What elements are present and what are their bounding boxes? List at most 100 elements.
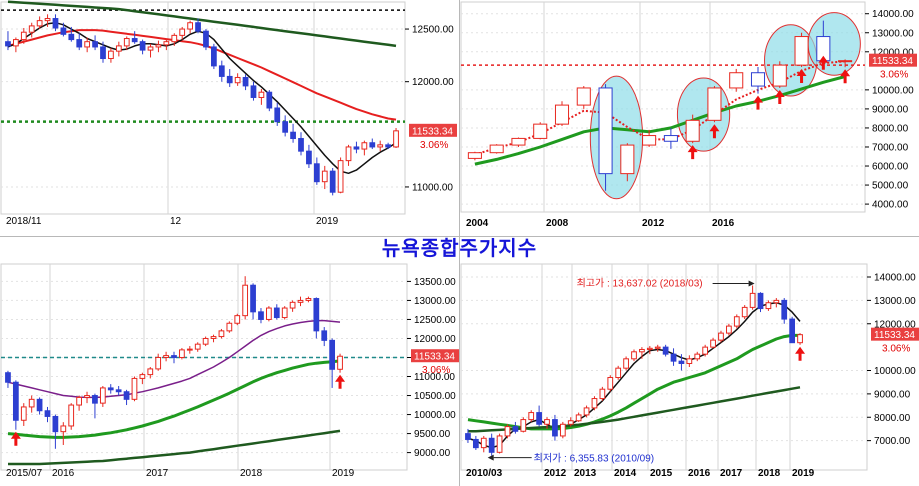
candle-body: [642, 135, 657, 146]
x-tick-label: 12: [170, 216, 182, 227]
candle-body: [250, 284, 256, 313]
candle-body: [273, 307, 280, 319]
buy-arrow-icon: [818, 55, 829, 70]
candle-body: [297, 299, 304, 303]
buy-arrow-icon: [795, 346, 806, 361]
moving-average-line: [7, 29, 397, 121]
price-tag-box: [411, 349, 459, 363]
candle-body: [131, 38, 138, 43]
candle-body: [559, 423, 566, 437]
candle-body: [718, 332, 724, 341]
candle-body: [155, 356, 162, 370]
buy-arrow-icon: [709, 124, 720, 139]
candle-body: [84, 41, 91, 48]
x-tick-label: 2015: [650, 468, 673, 479]
candle-body: [28, 25, 35, 33]
candle-body: [163, 41, 170, 46]
y-tick-label: 12500.00: [412, 25, 454, 36]
x-tick-label: 2018: [240, 468, 263, 479]
x-tick-label: 2017: [146, 468, 169, 479]
candle-body: [68, 404, 75, 427]
candle-body: [84, 395, 90, 398]
candle-body: [20, 31, 27, 41]
candle-body: [123, 38, 130, 47]
x-tick-label: 2016: [688, 468, 711, 479]
candle-body: [92, 395, 98, 404]
candle-body: [163, 355, 169, 358]
y-tick-label: 12000.00: [412, 77, 454, 88]
candle-body: [99, 387, 106, 404]
candle-body: [385, 144, 391, 148]
candle-body: [773, 299, 780, 304]
horizontal-divider: [0, 236, 919, 237]
buy-arrow-icon: [687, 145, 698, 160]
candle-body: [733, 316, 740, 327]
candle-body: [123, 391, 130, 400]
candle-body: [607, 377, 614, 390]
candle-body: [504, 426, 511, 437]
candle-body: [187, 22, 193, 30]
candle-body: [623, 358, 629, 369]
candle-body: [361, 142, 368, 150]
x-tick-label: 2012: [642, 218, 665, 229]
x-tick-label: 2016: [52, 468, 75, 479]
y-tick-label: 9000.00: [874, 389, 911, 400]
y-tick-label: 10000.00: [872, 85, 914, 96]
x-tick-label: 2004: [466, 218, 489, 229]
high-annotation: 최고가 : 13,637.02 (2018/03): [577, 277, 703, 289]
x-tick-label: 2013: [574, 468, 597, 479]
x-tick-label: 2018: [758, 468, 781, 479]
candle-body: [274, 107, 281, 123]
candle-body: [13, 39, 19, 47]
candle-body: [678, 360, 685, 364]
candle-body: [211, 46, 217, 67]
candle-body: [203, 30, 209, 48]
candle-body: [108, 50, 114, 60]
candle-body: [234, 315, 241, 324]
y-tick-label: 11000.00: [412, 182, 453, 193]
y-tick-label: 5000.00: [872, 181, 909, 192]
daily-chart-panel: 12500.00 12000.00 11000.00 11533.34 3.06% 201…: [0, 0, 459, 232]
x-tick-label: 2015/07: [6, 468, 43, 479]
price-tag-label: 11533.34: [414, 352, 455, 363]
candle-body: [472, 438, 479, 449]
y-tick-label: 12500.00: [414, 315, 456, 326]
y-tick-label: 10000.00: [874, 366, 916, 377]
candle-body: [281, 307, 288, 319]
candle-body: [179, 349, 185, 358]
buy-arrow-icon: [840, 69, 851, 84]
y-tick-label: 8000.00: [874, 413, 911, 424]
candle-body: [591, 398, 598, 409]
vertical-divider: [459, 0, 460, 486]
candle-body: [321, 170, 328, 183]
x-tick-label: 2019: [792, 468, 815, 479]
y-tick-label: 12000.00: [414, 334, 456, 345]
candle-body: [533, 123, 548, 139]
candle-body: [496, 435, 503, 453]
candle-body: [179, 28, 186, 36]
y-tick-label: 4000.00: [872, 200, 909, 211]
candle-body: [28, 398, 35, 408]
candle-body: [139, 374, 146, 379]
price-tag-box: [871, 327, 919, 341]
candle-body: [567, 420, 574, 425]
candle-body: [646, 347, 653, 350]
high-annotation-arrow-icon: [748, 280, 755, 287]
y-tick-label: 13000.00: [872, 28, 914, 39]
candle-body: [654, 346, 661, 349]
candle-body: [68, 33, 75, 41]
y-tick-label: 7000.00: [872, 142, 909, 153]
price-tag-label: 11533.34: [872, 56, 913, 67]
buy-arrow-icon: [774, 89, 785, 104]
candle-body: [554, 104, 570, 125]
candle-body: [576, 87, 591, 106]
candle-body: [100, 46, 106, 60]
y-tick-label: 10000.00: [414, 410, 456, 421]
moving-average-line: [8, 429, 341, 466]
candle-body: [313, 163, 320, 183]
candle-body: [729, 72, 744, 89]
candle-body: [789, 318, 796, 344]
candle-body: [797, 334, 803, 344]
x-tick-label: 2019: [316, 216, 339, 227]
candle-body: [36, 20, 43, 27]
